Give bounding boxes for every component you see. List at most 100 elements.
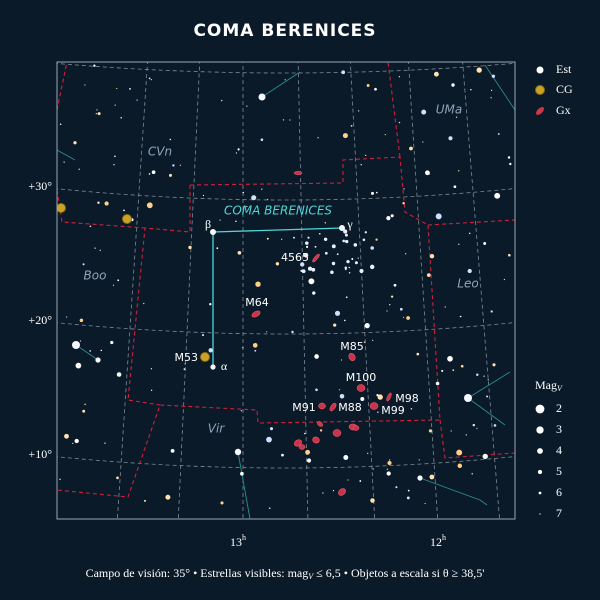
constellation: UMa: [436, 103, 463, 117]
star: [476, 67, 482, 73]
star: [425, 170, 430, 176]
star: [344, 268, 347, 271]
star: [307, 236, 310, 239]
star: [386, 310, 388, 312]
star: [341, 70, 346, 75]
star: [150, 368, 153, 370]
star: [281, 238, 283, 240]
star: [343, 229, 348, 234]
star: [82, 263, 85, 266]
star: [116, 372, 122, 377]
star: [491, 74, 496, 78]
star: [209, 303, 212, 306]
figure-line: [467, 397, 506, 426]
star: [360, 397, 365, 401]
star: [72, 442, 74, 444]
star: [169, 138, 172, 141]
star: [374, 87, 377, 91]
bright-star: [258, 93, 266, 101]
galaxy: [312, 253, 320, 263]
star: [490, 310, 493, 313]
mag-dot: [537, 469, 543, 475]
figure-line: [237, 451, 251, 519]
star: [64, 433, 69, 439]
star: [452, 369, 455, 372]
star: [377, 394, 383, 400]
star: [342, 239, 346, 243]
star: [165, 494, 171, 500]
bright-star: [210, 229, 216, 235]
star: [377, 411, 379, 413]
star: [150, 78, 152, 81]
object-label: M91: [292, 401, 316, 414]
star: [79, 318, 84, 323]
star: [97, 112, 101, 116]
star: [226, 206, 228, 208]
star: [304, 432, 306, 435]
star: [268, 507, 271, 510]
star: [74, 438, 79, 444]
star: [306, 458, 312, 463]
star: [365, 154, 367, 156]
mag-title: MagV: [535, 378, 563, 393]
star: [343, 455, 349, 460]
star: [312, 291, 316, 295]
legend-star: [536, 66, 544, 74]
star: [456, 449, 463, 456]
star: [336, 253, 339, 256]
dec-label: +30°: [28, 179, 52, 193]
star: [334, 310, 341, 316]
mag-dot: [536, 426, 544, 434]
star: [201, 334, 205, 337]
star: [338, 389, 341, 391]
galaxy: [251, 310, 261, 318]
star: [82, 409, 86, 413]
star: [317, 137, 319, 139]
star: [117, 279, 120, 282]
star: [451, 83, 455, 87]
bright-star: [72, 341, 80, 349]
star: [75, 362, 82, 369]
star: [322, 492, 324, 494]
star: [344, 233, 348, 237]
legend-label: Est: [556, 62, 572, 76]
star: [303, 253, 309, 258]
star: [376, 393, 379, 397]
star: [104, 201, 109, 206]
star: [490, 97, 492, 99]
star: [151, 170, 156, 175]
galaxy: [312, 436, 320, 444]
star: [371, 191, 374, 195]
star: [405, 253, 407, 255]
star: [435, 381, 440, 386]
star: [323, 237, 328, 242]
star: [482, 453, 488, 460]
galaxy: [356, 384, 366, 392]
star: [100, 349, 103, 352]
figure-line: [212, 227, 343, 233]
star: [116, 476, 119, 480]
star: [459, 315, 462, 318]
star: [509, 162, 512, 166]
star: [457, 463, 463, 469]
star: [150, 389, 153, 391]
constellation: CVn: [148, 145, 172, 159]
star: [112, 284, 115, 286]
ra-line: [177, 62, 201, 519]
star: [202, 194, 205, 197]
figure-line: [467, 371, 511, 399]
star: [389, 459, 391, 461]
star: [493, 424, 497, 427]
star: [407, 489, 410, 492]
star: [416, 352, 420, 356]
star: [129, 88, 131, 90]
star: [424, 502, 426, 505]
star: [507, 253, 511, 257]
star: [169, 173, 172, 177]
star: [269, 427, 274, 431]
star: [113, 163, 115, 166]
star: [172, 164, 175, 167]
star: [281, 453, 284, 457]
legend-cluster: [535, 85, 545, 95]
star: [282, 119, 285, 121]
